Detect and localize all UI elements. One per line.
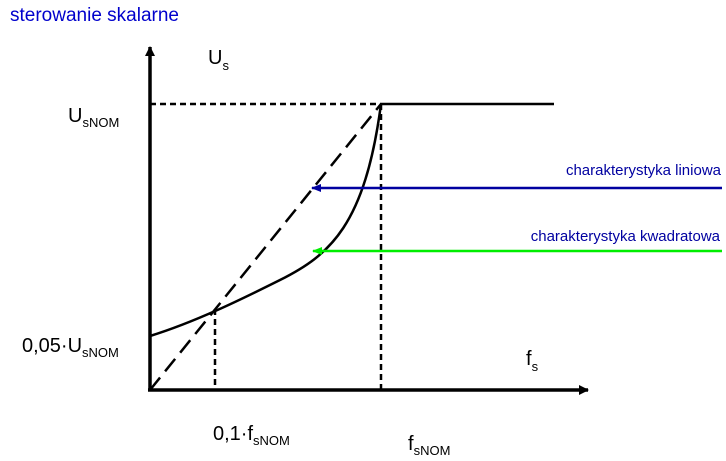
x-axis-label: fs — [526, 348, 539, 374]
y-tick-nominal-voltage: UsNOM — [68, 105, 119, 130]
y-tick-low-main: 0,05·U — [22, 335, 82, 357]
y-axis-label-sub: s — [222, 58, 229, 73]
linear-annotation-label: charakterystyka liniowa — [566, 162, 722, 179]
quadratic-annotation-label: charakterystyka kwadratowa — [531, 228, 721, 245]
y-tick-nominal-sub: sNOM — [82, 115, 119, 130]
linear-characteristic-line — [149, 103, 382, 391]
y-axis-label-main: U — [208, 47, 222, 69]
x-axis-label-main: f — [526, 348, 532, 370]
y-tick-low-voltage: 0,05·UsNOM — [22, 335, 119, 360]
page-title: sterowanie skalarne — [10, 5, 179, 26]
x-tick-nominal-sub: sNOM — [414, 443, 451, 458]
x-tick-low-frequency: 0,1·fsNOM — [213, 423, 290, 448]
x-axis-label-sub: s — [532, 359, 539, 374]
x-tick-nominal-frequency: fsNOM — [408, 433, 450, 458]
y-axis-label: Us — [208, 47, 229, 73]
x-tick-low-main: 0,1·f — [213, 423, 253, 445]
x-tick-nominal-main: f — [408, 433, 414, 455]
x-tick-low-sub: sNOM — [253, 433, 290, 448]
quadratic-characteristic-curve — [149, 103, 383, 338]
y-tick-nominal-main: U — [68, 105, 82, 127]
y-tick-low-sub: sNOM — [82, 345, 119, 360]
